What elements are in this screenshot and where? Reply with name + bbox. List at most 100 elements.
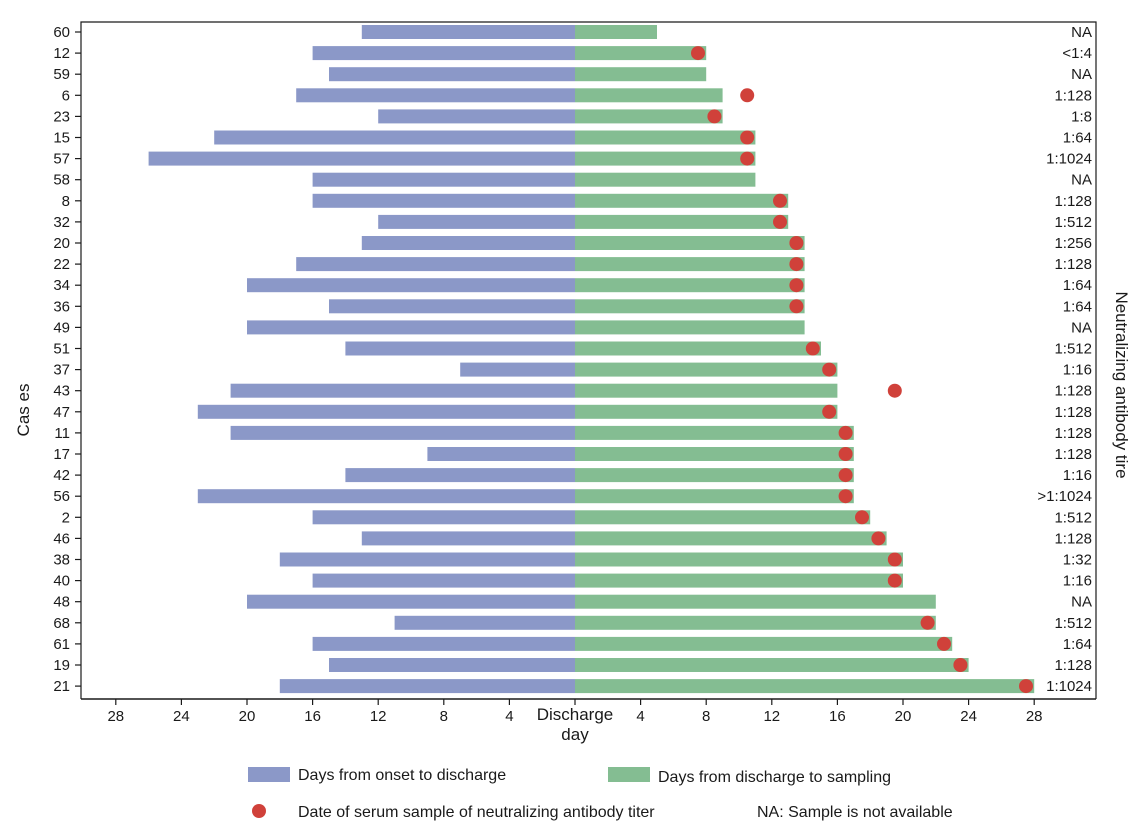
titer-label: 1:128 — [1054, 446, 1092, 463]
case-label: 60 — [53, 24, 70, 41]
bar-onset-to-discharge — [345, 341, 575, 356]
serum-sample-marker — [887, 383, 902, 398]
serum-sample-marker — [789, 236, 804, 250]
bar-onset-to-discharge — [329, 299, 575, 314]
bar-onset-to-discharge — [247, 594, 575, 609]
case-label: 40 — [53, 573, 70, 590]
titer-label: 1:128 — [1054, 404, 1092, 421]
bar-discharge-to-sampling — [575, 193, 789, 208]
case-label: 38 — [53, 552, 70, 569]
bar-discharge-to-sampling — [575, 573, 903, 588]
case-label: 43 — [53, 383, 70, 400]
bar-discharge-to-sampling — [575, 658, 969, 672]
serum-sample-marker — [789, 299, 804, 314]
serum-sample-marker — [805, 341, 820, 356]
bar-discharge-to-sampling — [575, 257, 805, 272]
serum-sample-marker — [937, 636, 951, 651]
bar-onset-to-discharge — [329, 658, 575, 672]
bar-onset-to-discharge — [230, 383, 575, 398]
titer-label: NA — [1071, 66, 1092, 83]
bar-discharge-to-sampling — [575, 383, 838, 398]
serum-sample-marker — [920, 615, 935, 630]
x-tick-label: 4 — [505, 708, 513, 725]
serum-sample-marker — [838, 489, 853, 504]
case-label: 17 — [53, 446, 70, 463]
case-label: 11 — [54, 425, 70, 442]
titer-label: NA — [1071, 172, 1092, 189]
bar-discharge-to-sampling — [575, 594, 936, 609]
bar-onset-to-discharge — [394, 615, 575, 630]
bar-discharge-to-sampling — [575, 468, 854, 483]
bar-onset-to-discharge — [361, 25, 575, 39]
case-label: 61 — [53, 636, 70, 653]
bar-onset-to-discharge — [312, 172, 575, 187]
titer-label: 1:128 — [1054, 425, 1092, 442]
bar-discharge-to-sampling — [575, 679, 1035, 694]
titer-label: 1:128 — [1054, 87, 1092, 104]
legend: Days from onset to discharge Days from d… — [248, 767, 953, 821]
x-tick-label: 16 — [304, 708, 321, 725]
case-label: 6 — [62, 87, 70, 104]
bar-onset-to-discharge — [312, 636, 575, 651]
bar-onset-to-discharge — [361, 531, 575, 546]
case-label: 46 — [53, 530, 70, 547]
axes-layer — [75, 21, 1097, 705]
bar-discharge-to-sampling — [575, 404, 838, 419]
x-tick-label: 8 — [702, 708, 710, 725]
case-label: 19 — [53, 657, 70, 674]
bar-discharge-to-sampling — [575, 214, 789, 229]
bar-discharge-to-sampling — [575, 552, 903, 567]
titer-label: 1:256 — [1054, 235, 1092, 252]
bar-discharge-to-sampling — [575, 510, 871, 525]
titer-label: 1:32 — [1063, 552, 1092, 569]
legend-note: NA: Sample is not available — [757, 804, 953, 821]
serum-sample-marker — [887, 552, 902, 567]
titer-label: 1:128 — [1054, 193, 1092, 210]
titer-label: 1:128 — [1054, 256, 1092, 273]
bar-onset-to-discharge — [197, 489, 576, 504]
case-label: 48 — [53, 594, 70, 611]
bar-onset-to-discharge — [247, 320, 575, 335]
bar-discharge-to-sampling — [575, 425, 854, 440]
bar-onset-to-discharge — [247, 278, 575, 293]
titer-label: 1:64 — [1063, 636, 1092, 653]
bar-discharge-to-sampling — [575, 88, 723, 103]
bar-onset-to-discharge — [427, 447, 575, 461]
serum-sample-marker — [822, 362, 837, 377]
titer-label: 1:512 — [1054, 214, 1092, 231]
bar-onset-to-discharge — [378, 109, 575, 124]
case-label: 47 — [53, 404, 70, 421]
legend-label-sampling: Days from discharge to sampling — [658, 769, 891, 786]
serum-sample-marker — [707, 109, 722, 124]
bar-onset-to-discharge — [345, 468, 575, 483]
legend-swatch-sampling — [608, 767, 650, 782]
serum-sample-marker — [838, 468, 853, 483]
x-tick-label: 28 — [107, 708, 124, 725]
case-label: 49 — [53, 319, 70, 336]
titer-label: 1:128 — [1054, 530, 1092, 547]
x-tick-label: 20 — [239, 708, 256, 725]
serum-sample-marker — [1019, 679, 1033, 694]
y2-axis-label: Neutralizing antibody tire — [1112, 291, 1131, 478]
case-label: 20 — [53, 235, 70, 252]
bar-discharge-to-sampling — [575, 362, 838, 377]
bar-onset-to-discharge — [279, 679, 575, 694]
case-label: 36 — [53, 298, 70, 315]
bar-discharge-to-sampling — [575, 25, 657, 39]
legend-label-onset: Days from onset to discharge — [298, 767, 506, 784]
bar-onset-to-discharge — [361, 236, 575, 250]
serum-sample-marker — [789, 257, 804, 272]
bar-discharge-to-sampling — [575, 130, 756, 145]
plot-frame — [80, 21, 1097, 699]
titer-label: 1:64 — [1063, 277, 1092, 294]
markers-layer — [691, 46, 1033, 694]
titer-label: 1:64 — [1063, 298, 1092, 315]
x-axis-label-line2: day — [561, 725, 589, 744]
bar-discharge-to-sampling — [575, 615, 936, 630]
case-label: 34 — [53, 277, 70, 294]
titer-label: 1:512 — [1054, 509, 1092, 526]
x-tick-label: 12 — [370, 708, 387, 725]
x-tick-label: 20 — [895, 708, 912, 725]
bar-discharge-to-sampling — [575, 172, 756, 187]
